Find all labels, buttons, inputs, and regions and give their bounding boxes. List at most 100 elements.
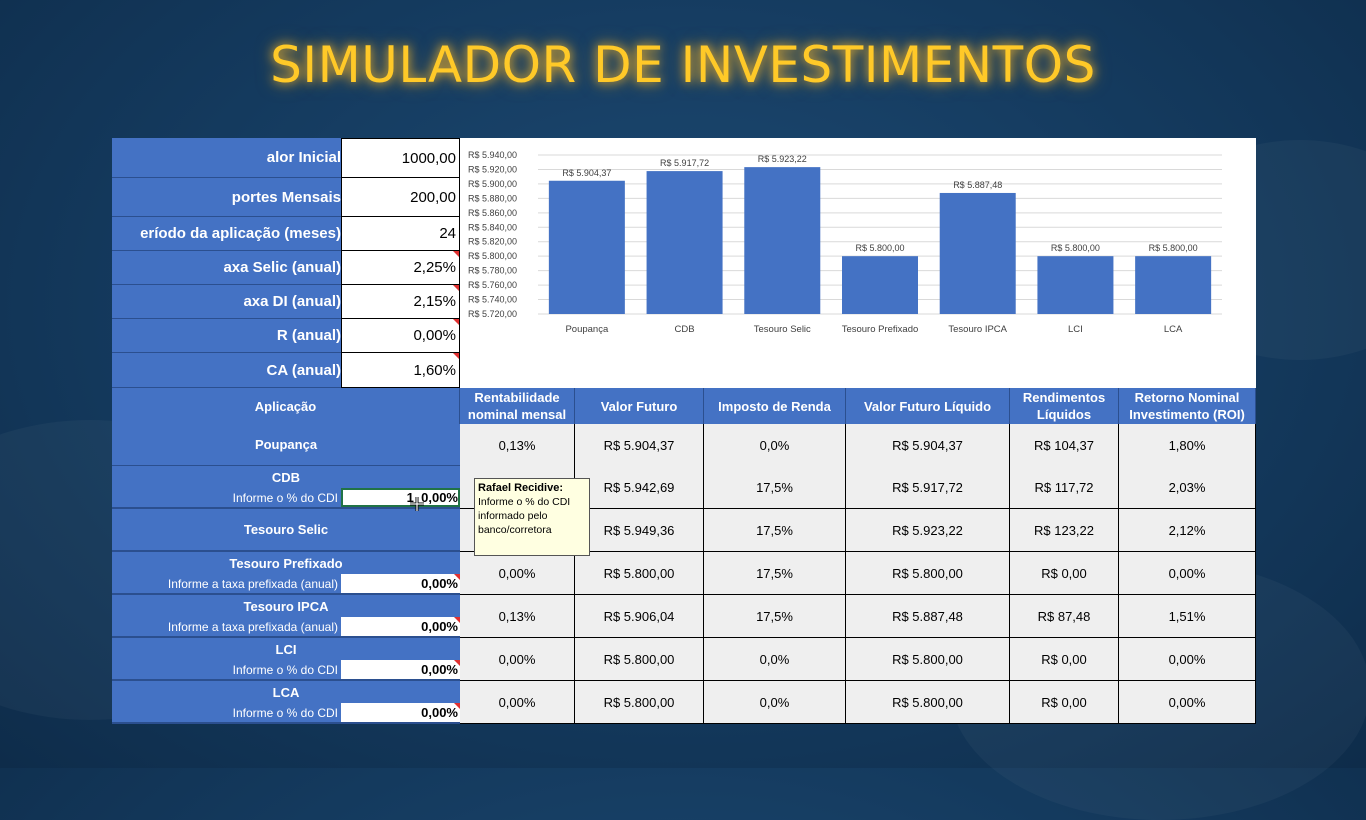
param-label: portes Mensais: [112, 178, 341, 217]
table-cell: R$ 0,00: [1010, 681, 1119, 724]
rate-input[interactable]: 0,00%: [341, 660, 460, 679]
bar: [646, 171, 723, 314]
column-header: Retorno Nominal Investimento (ROI): [1119, 388, 1256, 424]
data-label: R$ 5.917,72: [660, 158, 709, 168]
table-cell: R$ 5.800,00: [846, 552, 1010, 595]
table-cell: R$ 5.949,36: [575, 509, 704, 552]
table-cell: 0,0%: [704, 424, 846, 467]
application-cell: Tesouro IPCA Informe a taxa prefixada (an…: [112, 595, 460, 638]
table-cell: R$ 5.800,00: [575, 681, 704, 724]
table-cell: R$ 117,72: [1010, 466, 1119, 509]
application-hint: Informe o % do CDI: [232, 491, 338, 505]
y-tick-label: R$ 5.880,00: [468, 193, 517, 203]
y-tick-label: R$ 5.940,00: [468, 150, 517, 160]
comment-indicator-icon: [454, 660, 460, 666]
table-cell: R$ 5.942,69: [575, 466, 704, 509]
application-hint: Informe a taxa prefixada (anual): [167, 577, 338, 591]
application-name: CDB: [271, 470, 301, 485]
x-tick-label: Tesouro Prefixado: [842, 324, 919, 335]
data-label: R$ 5.923,22: [758, 154, 807, 164]
table-cell: 0,00%: [460, 552, 575, 595]
application-name: LCI: [275, 642, 297, 657]
param-label: axa DI (anual): [112, 285, 341, 319]
data-label: R$ 5.887,48: [953, 180, 1002, 190]
y-tick-label: R$ 5.920,00: [468, 164, 517, 174]
table-cell: R$ 5.800,00: [575, 638, 704, 681]
bar: [1135, 256, 1212, 314]
param-label: eríodo da aplicação (meses): [112, 217, 341, 251]
application-hint: Informe o % do CDI: [232, 706, 338, 720]
y-tick-label: R$ 5.840,00: [468, 222, 517, 232]
table-cell: 17,5%: [704, 466, 846, 509]
param-value-input[interactable]: 2,15%: [341, 285, 460, 319]
y-tick-label: R$ 5.820,00: [468, 237, 517, 247]
rate-input[interactable]: 0,00%: [341, 617, 460, 636]
application-cell: Tesouro Selic: [112, 509, 460, 552]
param-value-input[interactable]: 1,60%: [341, 353, 460, 388]
comment-line: banco/corretora: [478, 524, 552, 536]
param-value-input[interactable]: 200,00: [341, 178, 460, 217]
table-cell: R$ 104,37: [1010, 424, 1119, 467]
table-cell: R$ 5.906,04: [575, 595, 704, 638]
bar-chart: R$ 5.940,00 R$ 5.920,00 R$ 5.900,00 R$ 5.88…: [460, 138, 1256, 388]
column-header: Valor Futuro Líquido: [846, 388, 1010, 424]
param-label-text: alor Inicial: [266, 149, 341, 166]
y-tick-label: R$ 5.720,00: [468, 309, 517, 319]
y-tick-label: R$ 5.740,00: [468, 295, 517, 305]
table-cell: 0,00%: [460, 681, 575, 724]
move-cursor-icon: [410, 497, 424, 511]
table-cell: 17,5%: [704, 509, 846, 552]
table-cell: R$ 5.923,22: [846, 509, 1010, 552]
bar: [842, 256, 918, 314]
column-header: Rentabilidade nominal mensal: [460, 388, 575, 424]
param-value-input[interactable]: 2,25%: [341, 251, 460, 285]
comment-indicator-icon: [453, 319, 459, 325]
bar: [939, 192, 1016, 314]
param-label-text: CA (anual): [266, 361, 341, 379]
table-cell: R$ 0,00: [1010, 638, 1119, 681]
data-label: R$ 5.800,00: [1149, 243, 1198, 253]
param-label: CA (anual): [112, 353, 341, 388]
comment-indicator-icon: [453, 353, 459, 359]
table-cell: R$ 0,00: [1010, 552, 1119, 595]
table-cell: 0,13%: [460, 595, 575, 638]
param-value-input[interactable]: 0,00%: [341, 319, 460, 353]
x-tick-label: Tesouro Selic: [754, 324, 811, 335]
column-header: Aplicação: [112, 388, 460, 424]
page-title: SIMULADOR DE INVESTIMENTOS: [270, 36, 1096, 94]
comment-indicator-icon: [454, 574, 460, 580]
comment-line: Informe o % do CDI: [478, 496, 571, 508]
x-tick-label: LCA: [1164, 324, 1183, 335]
x-tick-label: Poupança: [565, 324, 609, 335]
application-cell: LCI Informe o % do CDI 0,00%: [112, 638, 460, 681]
table-cell: 17,5%: [704, 595, 846, 638]
table-cell: 0,0%: [704, 638, 846, 681]
application-name: Tesouro IPCA: [243, 599, 329, 614]
bar: [548, 180, 625, 314]
table-cell: 0,0%: [704, 681, 846, 724]
application-cell: Poupança: [112, 424, 460, 467]
spreadsheet[interactable]: alor Inicial 1000,00 portes Mensais 200,00 e…: [112, 138, 1256, 724]
rate-input[interactable]: 0,00%: [341, 703, 460, 722]
y-tick-label: R$ 5.900,00: [468, 179, 517, 189]
y-tick-label: R$ 5.800,00: [468, 251, 517, 261]
table-cell: R$ 5.800,00: [575, 552, 704, 595]
application-name: LCA: [272, 685, 300, 700]
table-cell: 2,03%: [1119, 466, 1256, 509]
param-label: axa Selic (anual): [112, 251, 341, 285]
rate-input[interactable]: 1_0,00%: [341, 488, 460, 507]
param-label-text: axa Selic (anual): [223, 259, 341, 276]
table-cell: R$ 5.917,72: [846, 466, 1010, 509]
param-value-input[interactable]: 1000,00: [341, 138, 460, 178]
table-cell: 0,00%: [1119, 638, 1256, 681]
table-cell: R$ 87,48: [1010, 595, 1119, 638]
application-cell: CDB Informe o % do CDI 1_0,00%: [112, 466, 460, 509]
table-cell: R$ 5.887,48: [846, 595, 1010, 638]
param-label-text: R (anual): [276, 327, 341, 344]
table-cell: 2,12%: [1119, 509, 1256, 552]
x-tick-label: Tesouro IPCA: [948, 324, 1007, 335]
bar: [744, 167, 821, 314]
param-value-input[interactable]: 24: [341, 217, 460, 251]
rate-input[interactable]: 0,00%: [341, 574, 460, 593]
data-label: R$ 5.904,37: [562, 168, 611, 178]
